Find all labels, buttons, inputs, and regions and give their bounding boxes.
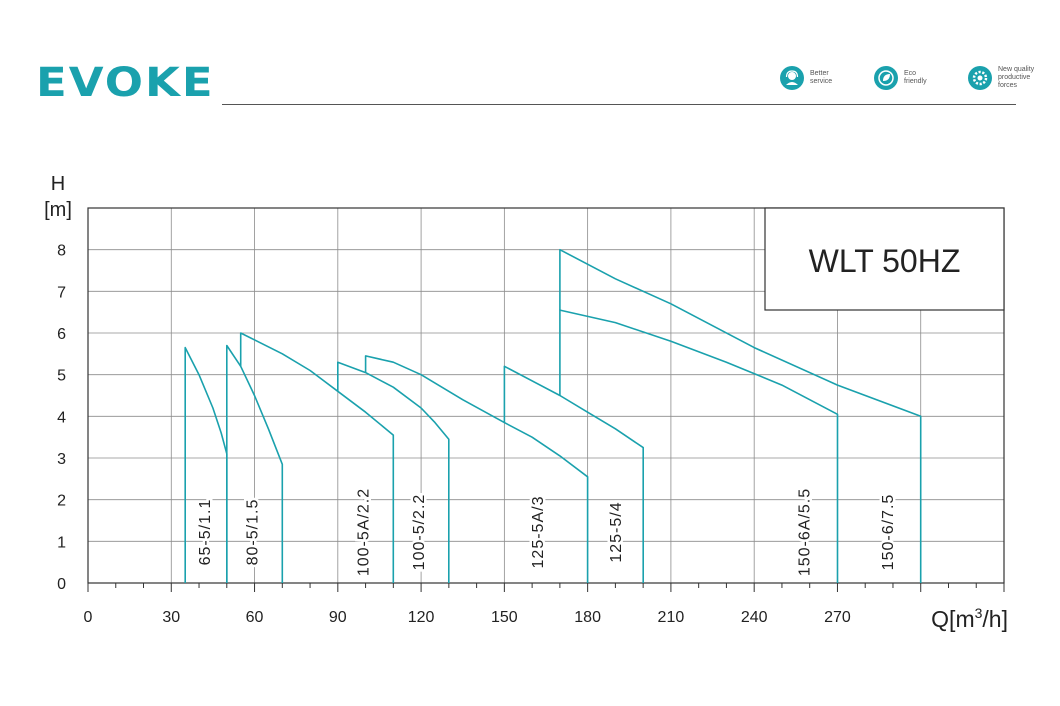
x-tick-label: 120: [408, 609, 435, 626]
badge-text-line: service: [810, 78, 833, 85]
series-label: 150-6A/5.5: [797, 488, 814, 576]
x-tick-label: 210: [658, 609, 685, 626]
chart-title: WLT 50HZ: [809, 243, 961, 279]
header-divider: [222, 104, 1016, 105]
x-tick-label: 0: [84, 609, 93, 626]
series-group: 65-5/1.1 80-5/1.5 100-5A/2.2 100-5/2.2 125-5…: [184, 248, 922, 583]
series-line: [239, 332, 395, 583]
badge-eco-friendly: Eco friendly: [874, 66, 948, 90]
badge-text-line: Eco: [904, 70, 917, 77]
feature-badges: Better service Eco friendly New quality …: [780, 66, 1042, 90]
badge-new-quality: New quality productive forces: [968, 66, 1042, 90]
y-tick-label: 6: [57, 326, 66, 343]
x-tick-label: 270: [824, 609, 851, 626]
y-tick-label: 5: [57, 368, 66, 385]
series-label: 150-6/7.5: [880, 494, 897, 571]
pump-performance-chart: 0 30 60 90 120 150 180 210 240 270 0 1 2 3 4 5 6 7 8 65-5/…: [44, 173, 1008, 632]
y-tick-label: 4: [57, 409, 66, 426]
series-line: [503, 365, 645, 583]
series-line: [226, 344, 284, 583]
x-tick-label: 90: [329, 609, 347, 626]
series-label: 100-5A/2.2: [355, 488, 372, 576]
series-line: [336, 361, 450, 583]
headset-icon: [780, 66, 804, 90]
x-tick-label: 180: [574, 609, 601, 626]
leaf-icon: [874, 66, 898, 90]
y-axis-unit: [m]: [44, 199, 72, 221]
brand-logo: EVOKE: [36, 58, 215, 107]
y-tick-label: 7: [57, 284, 66, 301]
y-tick-label: 1: [57, 534, 66, 551]
badge-text-line: New quality: [998, 66, 1035, 73]
series-line: [559, 309, 839, 583]
x-tick-label: 30: [162, 609, 180, 626]
x-tick-label: 150: [491, 609, 518, 626]
badge-text-line: forces: [998, 82, 1018, 89]
series-label: 125-5/4: [608, 501, 625, 562]
y-tick-label: 3: [57, 451, 66, 468]
plot-frame: [87, 207, 1005, 584]
badge-text-line: productive: [998, 74, 1031, 81]
series-label: 65-5/1.1: [197, 499, 214, 566]
badge-better-service: Better service: [780, 66, 854, 90]
x-tick-label: 240: [741, 609, 768, 626]
title-box-frame: [764, 207, 1005, 311]
x-axis-label: Q[m3/h]: [931, 605, 1008, 632]
y-tick-label: 8: [57, 243, 66, 260]
series-line: [559, 248, 922, 583]
y-tick-label: 2: [57, 493, 66, 510]
series-label: 100-5/2.2: [411, 494, 428, 571]
series-label: 80-5/1.5: [244, 499, 261, 566]
axis-ticks: 0 30 60 90 120 150 180 210 240 270 0 1 2 3 4 5 6 7 8: [57, 243, 1005, 626]
series-label: 125-5A/3: [530, 496, 547, 569]
y-tick-label: 0: [57, 576, 66, 593]
x-tick-label: 60: [246, 609, 264, 626]
chart-title-box: WLT 50HZ: [764, 207, 1005, 311]
badge-text-line: Better: [810, 70, 829, 77]
badge-text-line: friendly: [904, 78, 927, 85]
series-line: [364, 355, 589, 583]
gear-icon: [968, 66, 992, 90]
y-axis-label: H: [51, 173, 65, 195]
